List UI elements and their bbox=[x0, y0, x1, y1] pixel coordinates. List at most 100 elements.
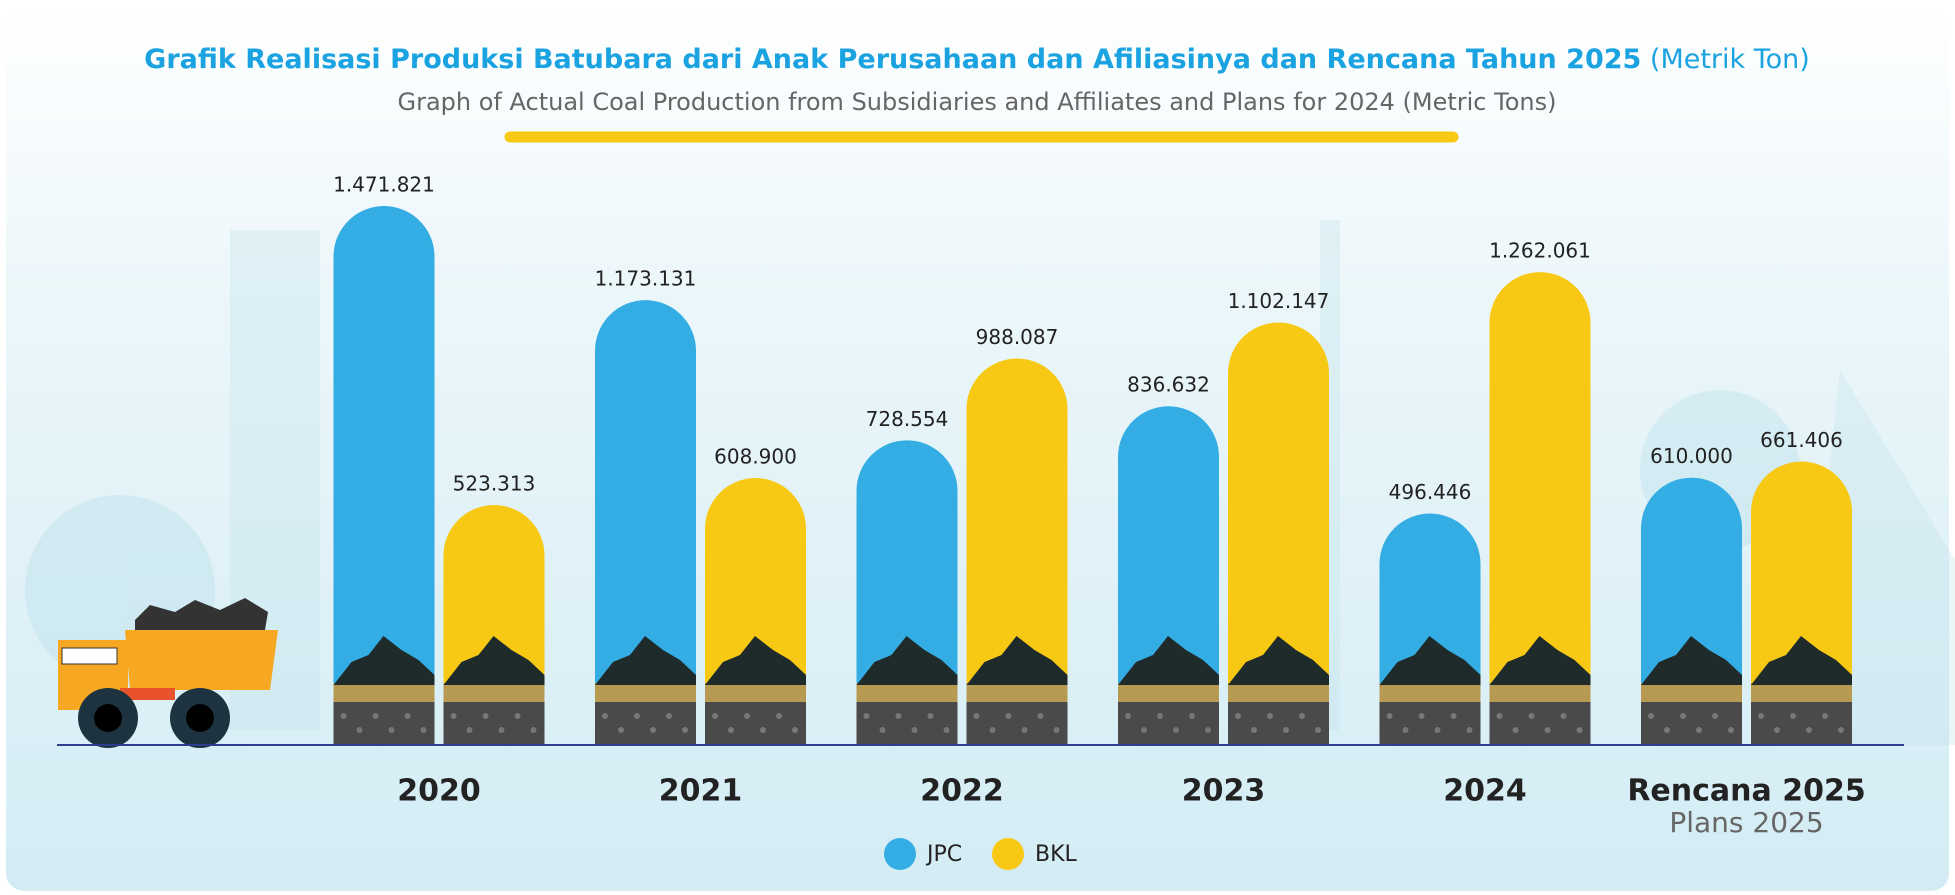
chart-subtitle: Graph of Actual Coal Production from Sub… bbox=[398, 88, 1557, 116]
ground-pebble bbox=[1387, 713, 1393, 719]
ground-pebble bbox=[357, 727, 363, 733]
x-tick-sublabel: Plans 2025 bbox=[1669, 806, 1823, 839]
value-label: 610.000 bbox=[1650, 444, 1733, 468]
ground-pebble bbox=[1774, 727, 1780, 733]
ground-pebble bbox=[373, 713, 379, 719]
truck-window bbox=[62, 648, 117, 664]
truck-bed bbox=[125, 630, 278, 690]
x-tick-label: Rencana 2025 bbox=[1627, 774, 1865, 809]
ground-pebble bbox=[1529, 713, 1535, 719]
ground-pebble bbox=[602, 713, 608, 719]
ground-pebble bbox=[712, 713, 718, 719]
ground-pebble bbox=[1806, 727, 1812, 733]
legend-label: BKL bbox=[1035, 842, 1078, 867]
ground-pebble bbox=[1497, 713, 1503, 719]
ground-pebble bbox=[666, 713, 672, 719]
ground-pebble bbox=[389, 727, 395, 733]
ground-pebble bbox=[1054, 727, 1060, 733]
value-label: 608.900 bbox=[714, 445, 797, 469]
ground-pebble bbox=[1189, 713, 1195, 719]
ground-pebble bbox=[880, 727, 886, 733]
value-label: 988.087 bbox=[976, 325, 1059, 349]
ground-pebble bbox=[341, 713, 347, 719]
ground-pebble bbox=[990, 727, 996, 733]
ground-sand bbox=[1751, 683, 1852, 702]
ground-pebble bbox=[1022, 727, 1028, 733]
ground-sand bbox=[1228, 683, 1329, 702]
truck-hub bbox=[186, 704, 214, 732]
ground-pebble bbox=[1838, 727, 1844, 733]
ground-pebble bbox=[1235, 713, 1241, 719]
ground-sand bbox=[1118, 683, 1219, 702]
ground-pebble bbox=[650, 727, 656, 733]
ground-rock bbox=[1118, 702, 1219, 745]
ground-pebble bbox=[1125, 713, 1131, 719]
ground-pebble bbox=[1435, 727, 1441, 733]
ground-rock bbox=[857, 702, 958, 745]
ground-pebble bbox=[1251, 727, 1257, 733]
ground-pebble bbox=[515, 713, 521, 719]
ground-pebble bbox=[1267, 713, 1273, 719]
ground-sand bbox=[857, 683, 958, 702]
ground-pebble bbox=[1513, 727, 1519, 733]
ground-rock bbox=[1490, 702, 1591, 745]
ground-pebble bbox=[1696, 727, 1702, 733]
ground-pebble bbox=[682, 727, 688, 733]
ground-pebble bbox=[405, 713, 411, 719]
value-label: 496.446 bbox=[1389, 480, 1472, 504]
title-main: Grafik Realisasi Produksi Batubara dari … bbox=[144, 44, 1641, 75]
value-label: 1.173.131 bbox=[595, 267, 697, 291]
ground-pebble bbox=[421, 727, 427, 733]
ground-pebble bbox=[1467, 727, 1473, 733]
value-label: 1.102.147 bbox=[1228, 289, 1330, 313]
value-label: 1.471.821 bbox=[333, 173, 435, 197]
value-label: 836.632 bbox=[1127, 373, 1210, 397]
x-tick-label: 2021 bbox=[659, 774, 743, 809]
ground-rock bbox=[334, 702, 435, 745]
ground-rock bbox=[1641, 702, 1742, 745]
ground-pebble bbox=[728, 727, 734, 733]
value-label: 1.262.061 bbox=[1489, 239, 1591, 263]
ground-pebble bbox=[618, 727, 624, 733]
chart: Grafik Realisasi Produksi Batubara dari … bbox=[0, 0, 1955, 895]
x-tick-label: 2020 bbox=[397, 774, 481, 809]
ground-sand bbox=[444, 683, 545, 702]
ground-pebble bbox=[531, 727, 537, 733]
ground-pebble bbox=[1758, 713, 1764, 719]
legend-marker bbox=[884, 838, 916, 870]
ground-pebble bbox=[744, 713, 750, 719]
ground-rock bbox=[1228, 702, 1329, 745]
ground-pebble bbox=[1664, 727, 1670, 733]
ground-pebble bbox=[912, 727, 918, 733]
ground-pebble bbox=[1822, 713, 1828, 719]
title-unit: (Metrik Ton) bbox=[1650, 44, 1810, 75]
ground-sand bbox=[595, 683, 696, 702]
legend-label: JPC bbox=[925, 842, 962, 867]
ground-pebble bbox=[1577, 727, 1583, 733]
ground-sand bbox=[1641, 683, 1742, 702]
ground-pebble bbox=[451, 713, 457, 719]
ground-rock bbox=[705, 702, 806, 745]
ground-pebble bbox=[1006, 713, 1012, 719]
ground-sand bbox=[705, 683, 806, 702]
ground-pebble bbox=[1141, 727, 1147, 733]
ground-pebble bbox=[1157, 713, 1163, 719]
ground-pebble bbox=[776, 713, 782, 719]
ground-rock bbox=[1380, 702, 1481, 745]
x-tick-label: 2022 bbox=[920, 774, 1004, 809]
ground-pebble bbox=[896, 713, 902, 719]
legend-marker bbox=[992, 838, 1024, 870]
ground-pebble bbox=[974, 713, 980, 719]
ground-pebble bbox=[467, 727, 473, 733]
ground-pebble bbox=[483, 713, 489, 719]
ground-rock bbox=[967, 702, 1068, 745]
ground-pebble bbox=[1283, 727, 1289, 733]
ground-pebble bbox=[1403, 727, 1409, 733]
ground-pebble bbox=[1315, 727, 1321, 733]
ground-pebble bbox=[928, 713, 934, 719]
ground-pebble bbox=[1728, 727, 1734, 733]
ground-sand bbox=[967, 683, 1068, 702]
ground-sand bbox=[334, 683, 435, 702]
ground-rock bbox=[444, 702, 545, 745]
ground-pebble bbox=[944, 727, 950, 733]
